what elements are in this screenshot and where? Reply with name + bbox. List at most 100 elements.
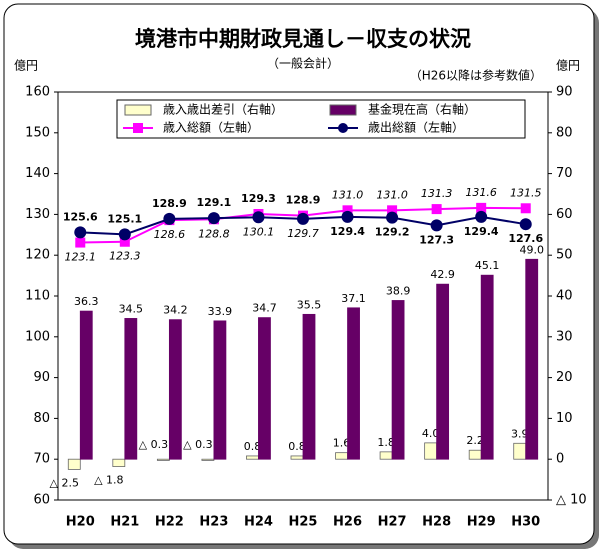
value-label: 129.1 <box>197 196 232 209</box>
bar <box>112 458 126 467</box>
value-label: 129.4 <box>330 225 365 238</box>
x-tick-label: H30 <box>511 515 540 530</box>
bar <box>246 455 259 460</box>
y2-axis-label: 億円 <box>556 59 580 73</box>
note: （H26以降は参考数値） <box>410 68 542 83</box>
y-tick-label: 70 <box>33 452 50 467</box>
y2-tick-label: 0 <box>556 452 564 467</box>
bar <box>168 319 182 460</box>
y-tick-label: 90 <box>33 370 50 385</box>
value-label: 128.9 <box>152 197 187 210</box>
marker <box>118 228 131 241</box>
value-label: 2.2 <box>466 434 484 447</box>
y2-tick-label: △ 10 <box>556 493 587 508</box>
bar <box>347 307 360 460</box>
y2-tick-label: 10 <box>556 411 573 426</box>
x-tick-label: H28 <box>422 515 451 530</box>
bar <box>79 310 93 460</box>
value-label: 123.3 <box>109 250 141 263</box>
value-label: 34.2 <box>163 304 188 317</box>
legend-label: 基金現在高（右軸） <box>368 102 476 117</box>
value-label: △ 0.3 <box>139 438 168 451</box>
bar <box>436 283 450 460</box>
marker <box>386 211 399 224</box>
y-tick-label: 160 <box>25 85 50 100</box>
value-label: 129.4 <box>464 225 499 238</box>
marker <box>519 218 532 231</box>
value-label: 1.6 <box>333 437 351 450</box>
bar <box>379 451 393 460</box>
legend-label: 歳入総額（左軸） <box>163 120 259 135</box>
bar <box>391 300 405 460</box>
y-tick-label: 140 <box>25 166 50 181</box>
x-tick-label: H29 <box>467 515 496 530</box>
marker <box>387 205 398 216</box>
value-label: 37.1 <box>341 292 366 305</box>
value-label: 131.3 <box>421 187 453 200</box>
y-tick-label: 60 <box>33 493 50 508</box>
value-label: △ 2.5 <box>50 476 79 489</box>
x-tick-label: H21 <box>110 515 139 530</box>
bar <box>335 452 348 460</box>
marker <box>431 204 442 215</box>
bar <box>201 458 215 461</box>
value-label: 127.6 <box>508 232 543 245</box>
value-label: 38.9 <box>386 284 411 297</box>
bar <box>424 442 438 460</box>
value-label: 33.9 <box>208 305 233 318</box>
bar <box>213 320 227 460</box>
bar <box>67 458 81 470</box>
marker <box>476 202 487 213</box>
y-tick-label: 110 <box>25 289 50 304</box>
value-label: 3.9 <box>511 427 529 440</box>
y2-tick-label: 90 <box>556 85 573 100</box>
legend-label: 歳出総額（左軸） <box>368 120 464 135</box>
value-label: 128.6 <box>154 228 186 241</box>
bar <box>290 455 304 460</box>
marker <box>252 211 265 224</box>
y-axis-label: 億円 <box>14 59 38 73</box>
legend-swatch <box>124 104 152 116</box>
value-label: 34.7 <box>252 302 277 315</box>
marker <box>341 210 354 223</box>
value-label: 129.7 <box>287 227 319 240</box>
bar <box>258 317 271 460</box>
value-label: 128.9 <box>286 194 321 207</box>
x-tick-label: H20 <box>66 515 95 530</box>
value-label: 36.3 <box>74 295 99 308</box>
value-label: 127.3 <box>419 233 454 246</box>
y-tick-label: 120 <box>25 248 50 263</box>
value-label: 42.9 <box>430 268 455 281</box>
marker <box>207 212 220 225</box>
value-label: △ 0.3 <box>183 438 212 451</box>
x-tick-label: H24 <box>244 515 273 530</box>
y-tick-label: 130 <box>25 207 50 222</box>
value-label: 129.2 <box>375 226 410 239</box>
value-label: 131.0 <box>332 188 364 201</box>
bar <box>156 458 170 461</box>
value-label: 0.8 <box>288 440 306 453</box>
value-label: 128.8 <box>198 227 230 240</box>
value-label: 123.1 <box>65 251 97 264</box>
value-label: 34.5 <box>119 302 144 315</box>
marker <box>520 203 531 214</box>
y2-tick-label: 40 <box>556 289 573 304</box>
y2-tick-label: 30 <box>556 329 573 344</box>
legend-marker <box>133 123 143 133</box>
y-tick-label: 100 <box>25 329 50 344</box>
marker <box>342 205 353 216</box>
x-tick-label: H26 <box>333 515 362 530</box>
bar <box>480 274 494 460</box>
bar <box>302 313 316 460</box>
x-tick-label: H23 <box>199 515 228 530</box>
value-label: 129.3 <box>241 192 276 205</box>
bar <box>525 258 539 460</box>
legend-label: 歳入歳出差引（右軸） <box>163 102 283 117</box>
bar <box>124 318 138 460</box>
y-tick-label: 150 <box>25 125 50 140</box>
bar <box>468 449 482 460</box>
marker <box>75 237 86 248</box>
y2-tick-label: 60 <box>556 207 573 222</box>
value-label: 1.8 <box>377 436 395 449</box>
